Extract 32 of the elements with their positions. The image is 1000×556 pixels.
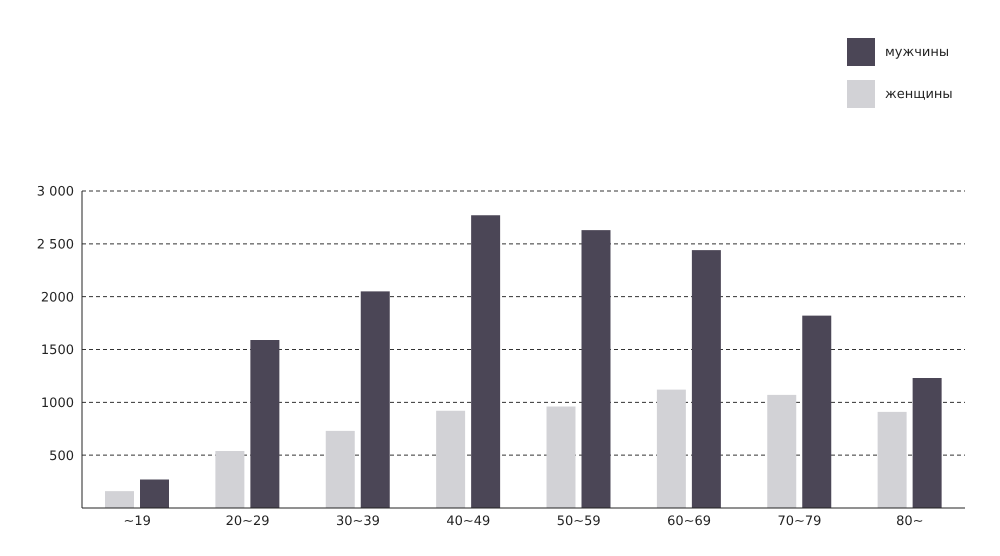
x-tick-label: 60~69 bbox=[667, 514, 712, 530]
x-tick-label: ~19 bbox=[123, 514, 151, 530]
bar bbox=[105, 491, 134, 508]
bar bbox=[250, 340, 280, 508]
bar bbox=[656, 390, 686, 508]
bar bbox=[140, 479, 169, 508]
bar bbox=[767, 394, 796, 508]
x-tick-label: 80~ bbox=[896, 514, 924, 530]
legend-label: женщины bbox=[885, 86, 953, 102]
bar bbox=[360, 291, 390, 508]
x-tick-label: 70~79 bbox=[777, 514, 822, 530]
bar bbox=[692, 250, 721, 508]
x-tick-label: 50~59 bbox=[556, 514, 601, 530]
bar bbox=[878, 412, 907, 508]
y-tick-label: 500 bbox=[49, 448, 74, 464]
legend-label: мужчины bbox=[885, 44, 950, 60]
x-tick-label: 40~49 bbox=[446, 514, 490, 530]
bar bbox=[912, 378, 942, 508]
bar bbox=[582, 230, 610, 508]
y-tick-label: 2 500 bbox=[36, 237, 74, 252]
x-tick-label: 20~29 bbox=[226, 514, 270, 530]
y-tick-label: 1500 bbox=[40, 343, 74, 358]
bar bbox=[436, 410, 466, 508]
x-tick-label: 30~39 bbox=[336, 514, 380, 530]
bar bbox=[802, 316, 832, 508]
y-tick-label: 3 000 bbox=[36, 184, 74, 200]
bar bbox=[326, 430, 355, 508]
bar bbox=[215, 450, 244, 508]
y-tick-label: 1000 bbox=[40, 396, 74, 411]
bar bbox=[471, 215, 500, 508]
y-tick-label: 2000 bbox=[40, 290, 74, 306]
bar bbox=[546, 406, 576, 508]
